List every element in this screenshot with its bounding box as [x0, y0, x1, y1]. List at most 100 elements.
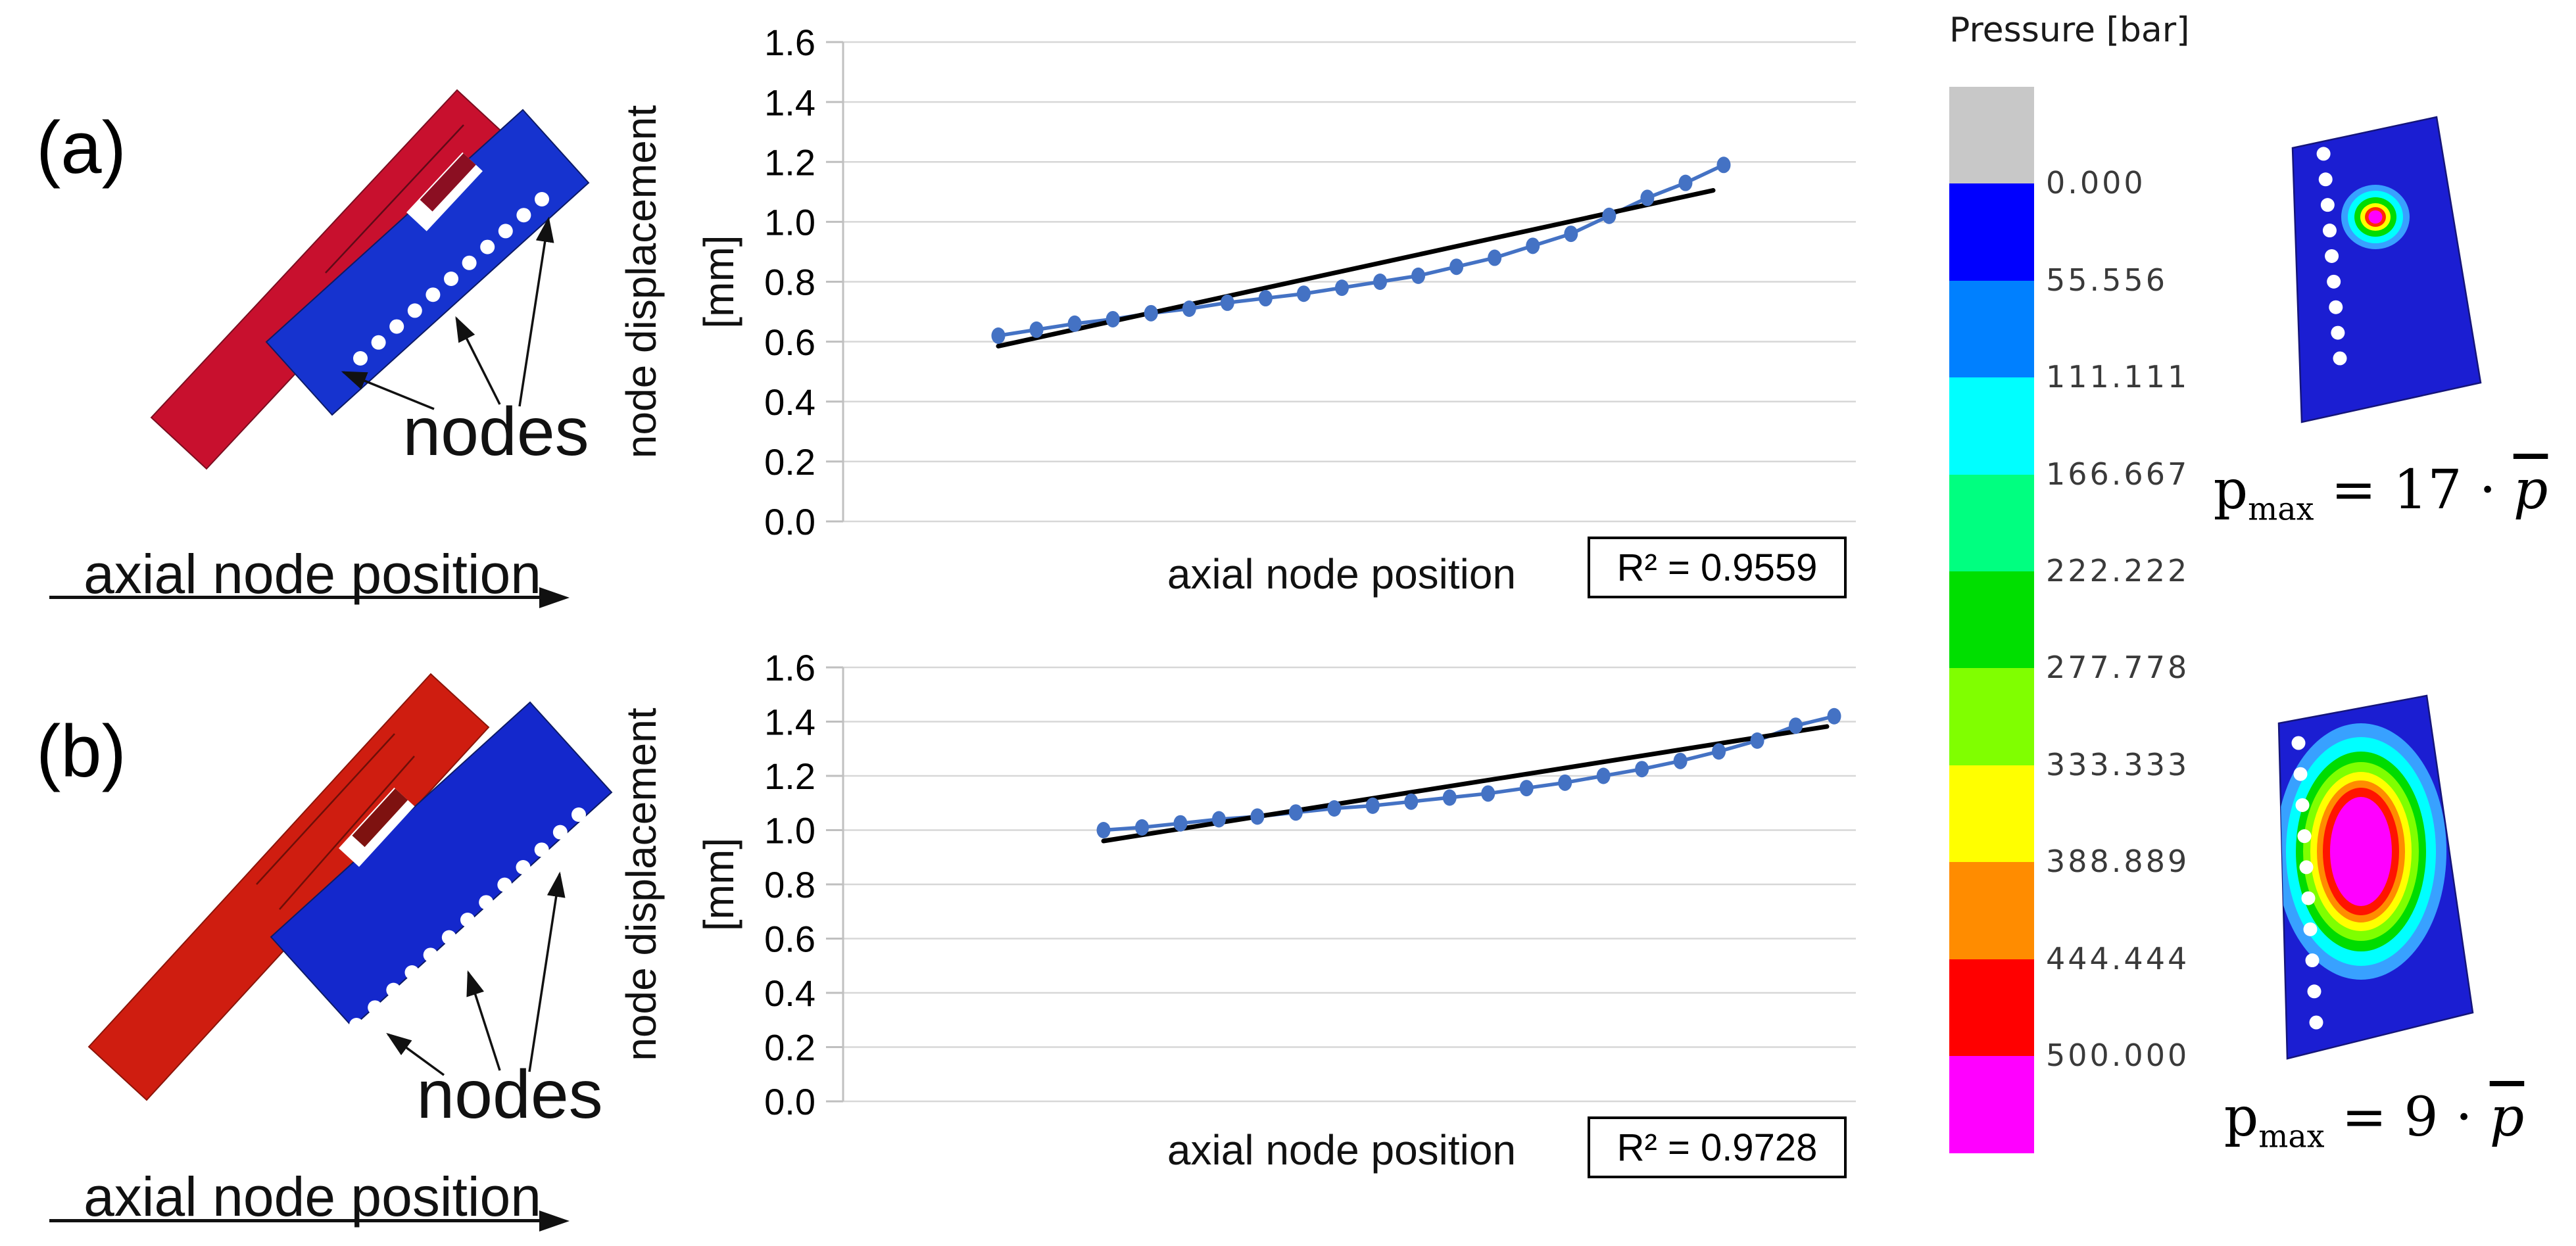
- chart-bottom-r2-box: R² = 0.9728: [1588, 1116, 1847, 1178]
- pressure-ring: [2368, 210, 2383, 224]
- node-dot: [534, 842, 549, 857]
- data-point: [1640, 189, 1655, 206]
- axial-arrow-b: [49, 1219, 541, 1222]
- y-tick-label: 0.6: [764, 322, 815, 363]
- node-dot: [425, 287, 441, 302]
- node-dot: [2318, 172, 2333, 187]
- joint-notch: [406, 152, 483, 231]
- colorbar-segment: [1949, 377, 2034, 475]
- colorbar-segment: [1949, 1056, 2034, 1154]
- data-point: [1827, 707, 1841, 725]
- data-point: [1334, 279, 1349, 297]
- data-point: [1373, 274, 1388, 290]
- data-line: [998, 163, 1725, 338]
- data-point: [991, 327, 1006, 345]
- chart-top: 0.0 0.2 0.4 0.6 0.8 1.0 1.2 1.4 1.6 node displace…: [618, 22, 1856, 542]
- colorbar-boundary-label: 388.889: [2046, 844, 2190, 880]
- nodes-arrows: [341, 216, 554, 410]
- formula-pbar: p: [2489, 1086, 2525, 1149]
- chart-bottom-xlabel: axial node position: [1167, 1126, 1517, 1174]
- data-point: [1296, 285, 1311, 302]
- colorbar-segment: [1949, 87, 2034, 185]
- data-point: [1365, 797, 1380, 814]
- colorbar: 0.000 55.556 111.111 166.667 222.222 277.778 3…: [1949, 87, 2212, 1165]
- colorbar-boundary-label: 111.111: [2046, 359, 2190, 395]
- colorbar-segment: [1949, 571, 2034, 669]
- node-dot: [404, 965, 420, 980]
- colorbar-boundary-label: 277.778: [2046, 650, 2190, 686]
- y-tick-label: 0.8: [764, 262, 815, 303]
- node-dot: [462, 255, 477, 270]
- data-point: [1750, 732, 1764, 749]
- node-dot: [2301, 891, 2316, 905]
- formula-p: p: [2213, 459, 2248, 521]
- data-point: [1442, 789, 1457, 806]
- data-point: [1404, 793, 1419, 810]
- node-dots-group: [353, 192, 549, 366]
- axial-node-position-label-b: axial node position: [84, 1166, 541, 1228]
- node-dot: [368, 1000, 383, 1015]
- node-dot: [386, 982, 401, 997]
- node-dot: [2297, 829, 2312, 844]
- colorbar-boundary-label: 0.000: [2046, 165, 2146, 201]
- y-tick-label: 0.0: [764, 501, 815, 542]
- nodes-label: nodes: [416, 1057, 602, 1133]
- red-beam: [87, 673, 490, 1101]
- contour-plate: [2291, 116, 2482, 423]
- node-dot: [552, 825, 568, 840]
- axial-arrow-a: [49, 596, 541, 599]
- colorbar-title: Pressure [bar]: [1949, 11, 2190, 50]
- node-dot: [2309, 1015, 2323, 1030]
- red-beam-edge-line: [325, 124, 464, 274]
- formula-rhs: = 17 ·: [2314, 459, 2514, 521]
- data-point: [1029, 321, 1044, 338]
- node-dot: [2320, 198, 2335, 212]
- y-axis-units: [mm]: [695, 838, 742, 931]
- node-dot: [2325, 249, 2339, 263]
- data-point: [1635, 761, 1649, 778]
- contour-plate-b: [2277, 694, 2474, 1060]
- node-dot: [407, 303, 422, 318]
- node-dot: [2331, 325, 2345, 340]
- y-tick-label: 1.0: [764, 810, 815, 851]
- y-tick-label: 1.2: [764, 141, 815, 183]
- colorbar-boundary-label: 333.333: [2046, 746, 2190, 782]
- red-beam-edge-line: [279, 755, 415, 910]
- contour-node-dots: [2291, 736, 2323, 1030]
- node-dot: [2329, 300, 2343, 314]
- y-tick-label: 1.4: [764, 702, 815, 743]
- node-dot: [389, 319, 404, 334]
- node-dot: [516, 860, 531, 875]
- node-dot: [2295, 798, 2310, 812]
- y-tick-label: 0.2: [764, 1027, 815, 1068]
- node-dot: [371, 335, 386, 350]
- axial-arrow-head-b: [539, 1210, 570, 1232]
- data-point: [1258, 290, 1273, 307]
- data-point: [1067, 315, 1082, 332]
- panel-a-diagram: nodes: [150, 89, 590, 470]
- y-tick-label: 1.6: [764, 22, 815, 63]
- y-tick-label: 0.6: [764, 919, 815, 960]
- formula-sub: max: [2258, 1118, 2325, 1155]
- node-dot: [480, 239, 495, 254]
- colorbar-boundary-label: 222.222: [2046, 553, 2190, 588]
- pmax-formula-a: pmax = 17 · p: [2197, 459, 2565, 527]
- formula-p: p: [2224, 1086, 2259, 1149]
- node-dot: [441, 930, 456, 945]
- data-point: [1211, 811, 1226, 828]
- y-tick-label: 0.0: [764, 1081, 815, 1122]
- data-point: [1411, 267, 1426, 284]
- colorbar-segment: [1949, 668, 2034, 766]
- node-dot: [2305, 953, 2320, 968]
- formula-sub: max: [2248, 491, 2314, 528]
- nodes-label: nodes: [402, 394, 589, 470]
- panel-b-diagram: nodes: [87, 673, 613, 1133]
- nodes-arrows: [386, 871, 566, 1076]
- node-dot: [516, 208, 531, 223]
- node-dot: [353, 351, 368, 366]
- colorbar-boundary-label: 55.556: [2046, 262, 2168, 298]
- node-dot: [423, 947, 438, 963]
- node-dot: [479, 895, 494, 910]
- y-axis-units: [mm]: [695, 235, 742, 328]
